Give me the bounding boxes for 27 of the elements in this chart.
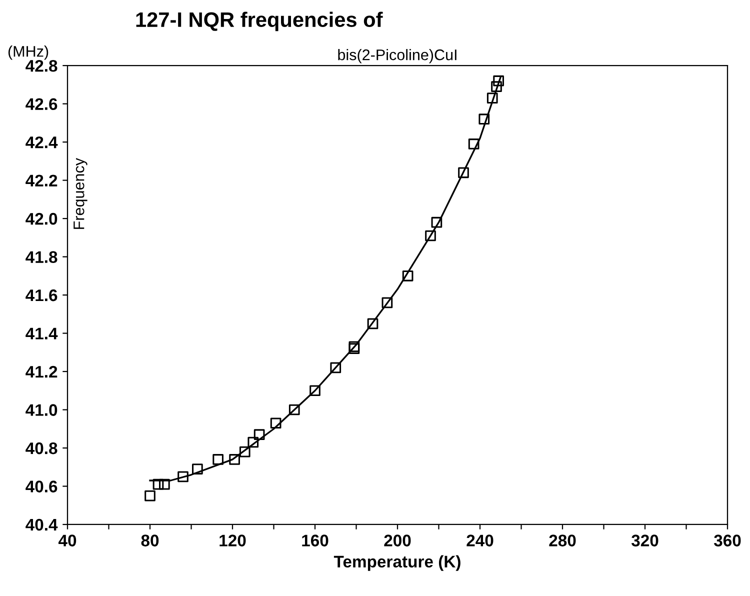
x-tick-label: 40 (58, 534, 76, 546)
y-tick-label: 42.0 (26, 212, 58, 225)
y-tick-label: 42.4 (26, 136, 58, 148)
y-tick-label: 41.0 (26, 404, 58, 416)
y-tick-label: 40.4 (26, 518, 58, 531)
y-axis-title: Frequency (74, 158, 88, 229)
y-tick-label: 42.8 (26, 60, 58, 72)
chart-subtitle: bis(2-Picoline)CuI (338, 49, 456, 64)
text: (MHz) (8, 46, 48, 60)
x-tick-label: 200 (384, 534, 411, 546)
y-tick-label: 41.4 (26, 328, 58, 340)
x-tick-label: 360 (714, 534, 741, 546)
x-tick-label: 80 (141, 534, 159, 546)
y-tick-label: 41.2 (26, 366, 58, 378)
x-tick-label: 320 (631, 534, 658, 546)
y-tick-label: 42.2 (26, 174, 58, 186)
y-tick-label: 41.8 (26, 251, 58, 263)
chart-title: 127-I NQR frequencies of (136, 12, 383, 32)
x-axis-title: Temperature (K) (334, 555, 460, 571)
y-tick-label: 40.8 (26, 442, 58, 454)
y-tick-label: 42.6 (26, 98, 58, 110)
y-tick-label: 40.6 (26, 480, 58, 492)
x-tick-label: 120 (220, 534, 246, 546)
x-tick-label: 240 (466, 534, 494, 546)
y-tick-label: 41.6 (26, 289, 58, 302)
x-tick-label: 280 (549, 534, 576, 546)
x-tick-label: 160 (302, 534, 328, 546)
